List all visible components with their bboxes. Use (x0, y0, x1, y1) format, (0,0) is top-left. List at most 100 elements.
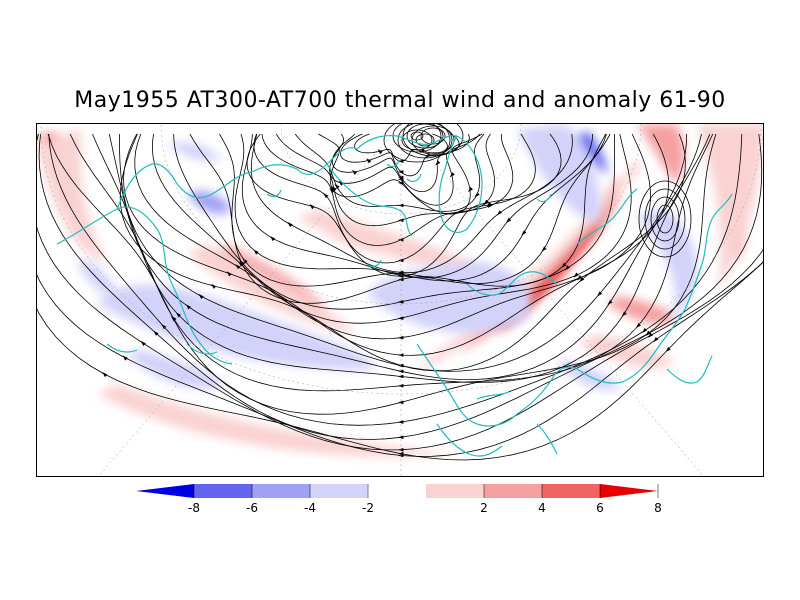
map-panel (36, 123, 764, 477)
colorbar-cell (252, 484, 310, 498)
polar-vortex-streamline (406, 124, 444, 149)
polar-vortex-streamline (402, 124, 464, 157)
streamline-arrow (352, 169, 358, 175)
streamline-arrow (198, 293, 204, 299)
polar-vortex-streamline (397, 124, 453, 159)
streamline-arrow (287, 222, 293, 228)
colorbar-tick-label: -4 (304, 501, 316, 515)
polar-vortex-streamline (415, 133, 435, 147)
streamline-arrow (398, 316, 404, 320)
polar-vortex-streamline (401, 129, 433, 151)
streamline-arrow (635, 322, 641, 328)
streamline-arrow (377, 149, 383, 155)
colorbar-tick-label: -6 (246, 501, 258, 515)
colorbar-tick-label: 6 (596, 501, 604, 515)
colorbar-cell (484, 484, 542, 498)
streamline-arrow (175, 312, 181, 318)
streamline-arrow (398, 277, 404, 282)
streamline-arrow (398, 258, 404, 263)
streamline-arrow (449, 172, 455, 178)
streamline-arrow (645, 330, 651, 336)
streamline-arrow (398, 300, 404, 304)
streamline-arrow (211, 283, 217, 289)
polar-map (37, 124, 763, 476)
streamline-arrow (398, 374, 404, 379)
graticule (40, 124, 762, 476)
colorbar-tick-label: -8 (188, 501, 200, 515)
streamline-arrow (521, 230, 527, 236)
colorbar-cell (194, 484, 252, 498)
streamline-arrow (270, 236, 276, 242)
streamline-arrow (653, 337, 659, 343)
streamline-arrow (366, 158, 372, 164)
streamline-arrow (398, 271, 404, 276)
streamline-arrow (484, 199, 490, 205)
streamline-arrow (564, 265, 570, 271)
streamline-arrow (323, 193, 329, 199)
streamline-arrow (496, 210, 502, 216)
colorbar: -8 -6 -4 -2 2 4 6 8 (136, 483, 666, 522)
streamline-arrow (398, 218, 404, 223)
streamline-arrow (171, 316, 177, 322)
streamline-arrow (331, 186, 337, 192)
plot-title: May1955 AT300-AT700 thermal wind and ano… (74, 88, 726, 113)
streamline-arrow (122, 355, 128, 361)
streamline-arrow (467, 186, 473, 192)
colorbar-cell (310, 484, 368, 498)
streamline-arrow (398, 203, 404, 208)
closed-circulation-streamline (656, 204, 674, 234)
streamline-arrow (541, 246, 547, 252)
streamline-arrow (398, 384, 404, 388)
streamline-arrow (185, 304, 191, 310)
streamline-arrow (577, 275, 583, 281)
colorbar-tick-label: 2 (480, 501, 488, 515)
streamline-arrow (226, 271, 232, 277)
streamline-arrow (607, 299, 613, 305)
streamline-arrow (597, 291, 603, 297)
polar-vortex-streamline (420, 127, 446, 145)
streamline-arrow (435, 160, 441, 166)
streamline-arrow (334, 184, 340, 189)
streamline-arrow (621, 311, 627, 317)
colorbar-cell (367, 483, 427, 499)
polar-vortex-streamline (411, 125, 455, 155)
streamline-arrow (486, 202, 492, 208)
streamline-arrow (398, 451, 404, 456)
streamline-arrow (238, 261, 244, 267)
streamline-arrow (102, 372, 108, 378)
streamline-arrow (398, 170, 404, 174)
colorbar-cell (426, 484, 484, 498)
streamline-arrow (398, 181, 404, 185)
streamline-arrow (153, 330, 159, 336)
colorbar-arrow-high (600, 484, 658, 498)
streamline-arrow (309, 204, 315, 210)
streamline-arrow (398, 448, 404, 452)
streamline-arrow (239, 260, 245, 266)
streamline-arrow (506, 217, 512, 223)
streamline-arrow (573, 272, 579, 278)
streamline-arrow (648, 332, 654, 338)
streamline-arrow (398, 369, 404, 374)
streamline-arrow (235, 264, 241, 270)
streamline-arrow (398, 363, 404, 368)
streamline-arrow (398, 420, 404, 424)
streamline-arrow (253, 249, 259, 255)
streamline-arrow (398, 400, 404, 405)
colorbar-arrow-low (136, 484, 194, 498)
streamline-arrow (579, 277, 585, 283)
streamline-arrow (561, 262, 567, 268)
streamline-arrow (398, 177, 404, 182)
closed-circulation-streamline (650, 196, 680, 242)
closed-circulation-streamline (638, 180, 692, 258)
streamline-arrow (329, 188, 335, 194)
streamline-arrow (642, 327, 648, 333)
streamline-arrow (665, 347, 671, 352)
polar-vortex-streamline (383, 124, 451, 163)
colorbar-tick-label: 8 (654, 501, 662, 515)
colorbar-tick-label: 4 (538, 501, 546, 515)
streamline-arrow (398, 159, 404, 163)
closed-circulation-streamline (644, 188, 686, 250)
colorbar-tick-label: -2 (362, 501, 374, 515)
streamline-arrow (338, 180, 344, 186)
streamline-arrow (398, 435, 404, 440)
